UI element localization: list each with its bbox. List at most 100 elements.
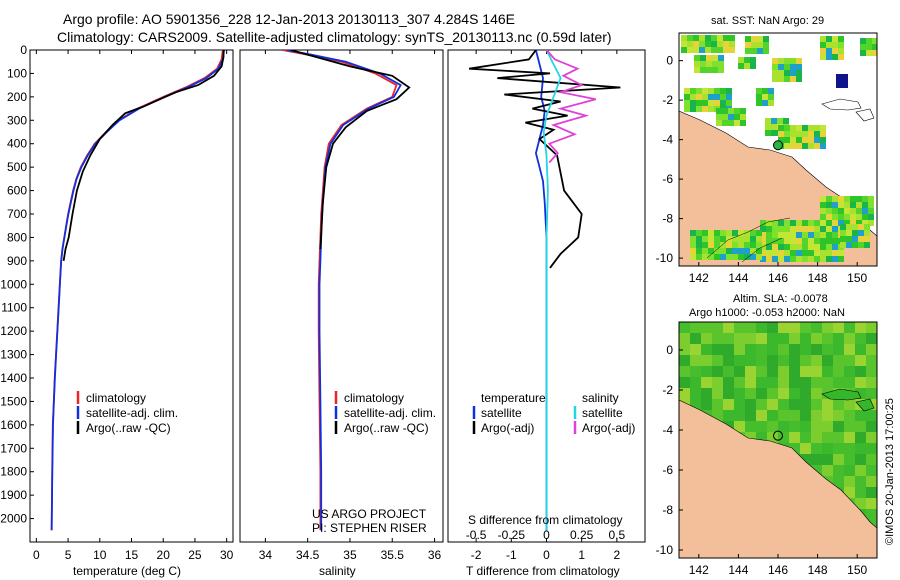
heatmap-cell bbox=[833, 454, 844, 465]
heatmap-cell bbox=[712, 344, 723, 355]
heatmap-cell bbox=[832, 238, 838, 244]
heatmap-cell bbox=[844, 208, 850, 214]
heatmap-cell bbox=[796, 256, 802, 262]
heatmap-cell bbox=[866, 410, 877, 421]
heatmap-cell bbox=[767, 432, 778, 443]
heatmap-cell bbox=[684, 88, 690, 94]
map-y-tick-label: -2 bbox=[662, 383, 673, 397]
heatmap-cell bbox=[832, 250, 838, 256]
heatmap-cell bbox=[784, 76, 790, 82]
heatmap-cell bbox=[778, 220, 784, 226]
heatmap-cell bbox=[778, 76, 784, 82]
heatmap-cell bbox=[833, 366, 844, 377]
heatmap-cell bbox=[855, 333, 866, 344]
heatmap-cell bbox=[696, 94, 702, 100]
heatmap-cell bbox=[822, 465, 833, 476]
heatmap-cell bbox=[738, 248, 744, 254]
y-tick-label: 1300 bbox=[0, 348, 27, 362]
heatmap-cell bbox=[679, 355, 690, 366]
heatmap-cell bbox=[696, 106, 702, 112]
heatmap-cell bbox=[808, 220, 814, 226]
heatmap-cell bbox=[820, 54, 826, 60]
heatmap-cell bbox=[855, 454, 866, 465]
heatmap-cell bbox=[822, 399, 833, 410]
heatmap-cell bbox=[778, 388, 789, 399]
heatmap-cell bbox=[856, 214, 862, 220]
heatmap-cell bbox=[756, 333, 767, 344]
heatmap-cell bbox=[838, 54, 844, 60]
heatmap-cell bbox=[723, 35, 729, 41]
sla-map-title-1: Altim. SLA: -0.0078 bbox=[733, 293, 828, 305]
heatmap-cell bbox=[866, 465, 877, 476]
heatmap-cell bbox=[844, 432, 855, 443]
heatmap-cell bbox=[811, 377, 822, 388]
heatmap-cell bbox=[702, 88, 708, 94]
heatmap-cell bbox=[738, 242, 744, 248]
heatmap-cell bbox=[844, 366, 855, 377]
heatmap-cell bbox=[751, 36, 757, 42]
heatmap-cell bbox=[800, 322, 811, 333]
pi-label: PI: STEPHEN RISER bbox=[312, 521, 427, 535]
heatmap-cell bbox=[833, 421, 844, 432]
heatmap-cell bbox=[811, 322, 822, 333]
heatmap-cell bbox=[756, 421, 767, 432]
map-x-tick-label: 148 bbox=[808, 271, 828, 285]
heatmap-cell bbox=[811, 421, 822, 432]
heatmap-cell bbox=[702, 242, 708, 248]
heatmap-cell bbox=[714, 94, 720, 100]
heatmap-cell bbox=[766, 250, 772, 256]
heatmap-cell bbox=[745, 377, 756, 388]
heatmap-cell bbox=[728, 120, 734, 126]
heatmap-cell bbox=[800, 454, 811, 465]
heatmap-cell bbox=[826, 48, 832, 54]
map-y-tick-label: -10 bbox=[656, 251, 674, 265]
heatmap-cell bbox=[712, 67, 718, 73]
island-shape bbox=[821, 98, 862, 111]
heatmap-cell bbox=[800, 432, 811, 443]
heatmap-cell bbox=[811, 366, 822, 377]
heatmap-cell bbox=[756, 236, 762, 242]
heatmap-cell bbox=[814, 256, 820, 262]
heatmap-cell bbox=[687, 47, 693, 53]
heatmap-cell bbox=[740, 120, 746, 126]
heatmap-cell bbox=[855, 388, 866, 399]
heatmap-cell bbox=[832, 208, 838, 214]
heatmap-cell bbox=[796, 232, 802, 238]
heatmap-cell bbox=[751, 48, 757, 54]
heatmap-cell bbox=[866, 44, 872, 50]
heatmap-cell bbox=[734, 120, 740, 126]
x-tick-label: 1 bbox=[578, 548, 585, 562]
x-tick-label: 0 bbox=[543, 548, 550, 562]
heatmap-cell bbox=[790, 244, 796, 250]
heatmap-cell bbox=[760, 226, 766, 232]
heatmap-cell bbox=[763, 48, 769, 54]
heatmap-cell bbox=[790, 76, 796, 82]
heatmap-cell bbox=[702, 248, 708, 254]
heatmap-cell bbox=[756, 88, 762, 94]
heatmap-cell bbox=[716, 120, 722, 126]
heatmap-cell bbox=[690, 100, 696, 106]
heatmap-cell bbox=[808, 125, 814, 131]
heatmap-cell bbox=[745, 48, 751, 54]
heatmap-cell bbox=[726, 242, 732, 248]
legend-salinity-title: salinity bbox=[582, 391, 619, 405]
heatmap-cell bbox=[790, 220, 796, 226]
heatmap-cell bbox=[778, 250, 784, 256]
x-tick-label: 15 bbox=[125, 548, 139, 562]
map-y-tick-label: -8 bbox=[662, 212, 673, 226]
heatmap-cell bbox=[699, 47, 705, 53]
heatmap-cell bbox=[684, 100, 690, 106]
heatmap-cell bbox=[734, 114, 740, 120]
heatmap-cell bbox=[714, 254, 720, 260]
sla-map-panel: Altim. SLA: -0.0078 Argo h1000: -0.053 h… bbox=[656, 293, 878, 577]
heatmap-cell bbox=[720, 242, 726, 248]
heatmap-cell bbox=[856, 220, 862, 226]
heatmap-cell bbox=[750, 57, 756, 63]
heatmap-cell bbox=[772, 70, 778, 76]
heatmap-cell bbox=[856, 208, 862, 214]
heatmap-cell bbox=[690, 366, 701, 377]
heatmap-cell bbox=[726, 94, 732, 100]
map-x-tick-label: 142 bbox=[689, 563, 709, 577]
heatmap-cell bbox=[734, 388, 745, 399]
map-y-tick-label: 0 bbox=[666, 343, 673, 357]
